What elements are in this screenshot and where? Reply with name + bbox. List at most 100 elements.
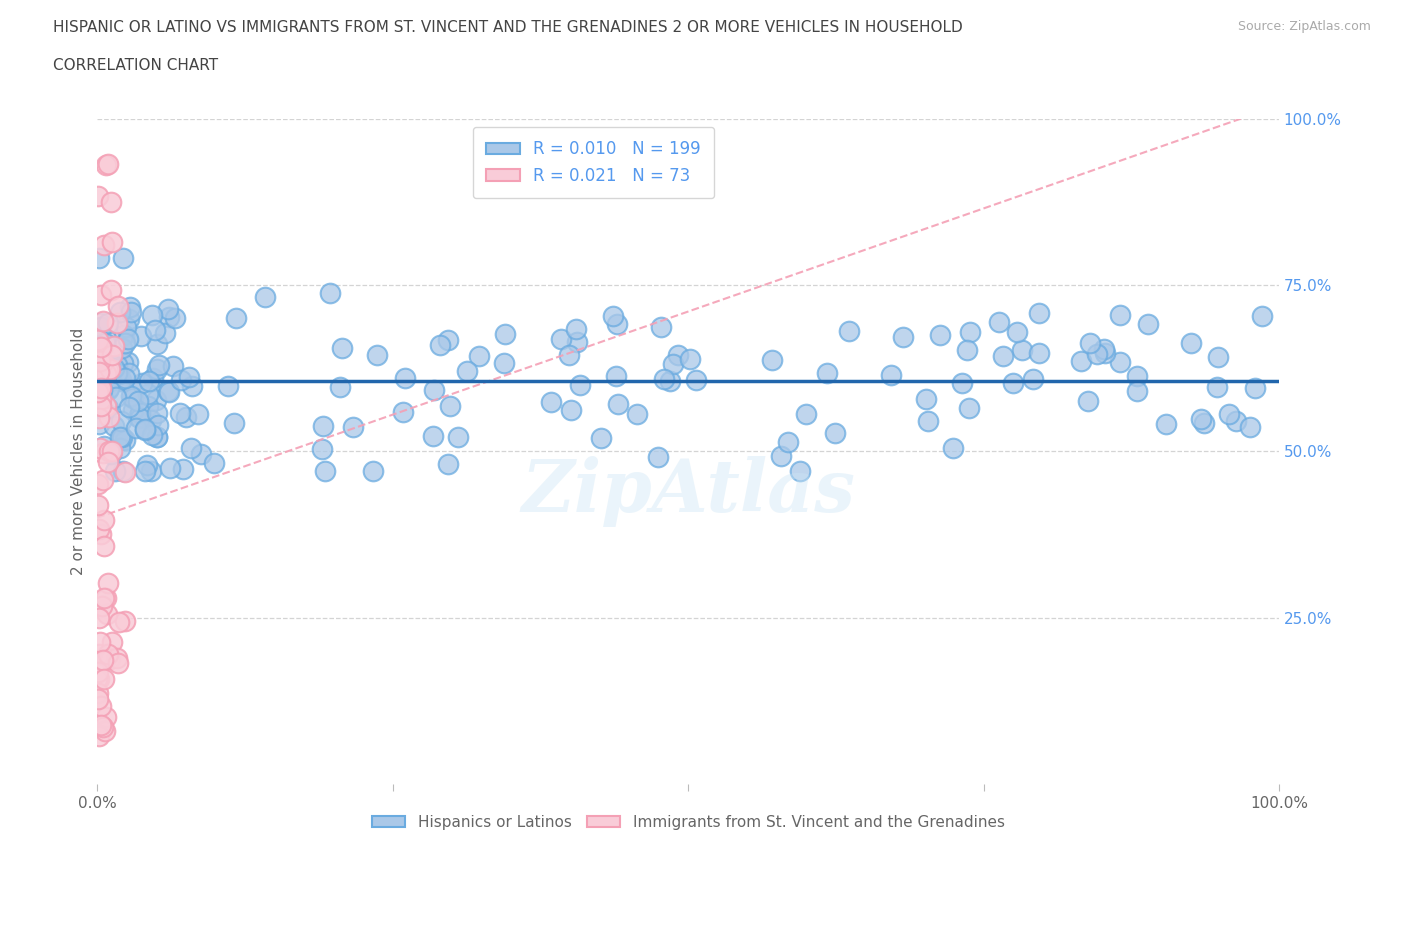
Point xyxy=(107,299,129,313)
Point xyxy=(1109,354,1132,369)
Point xyxy=(125,420,148,435)
Point xyxy=(650,319,672,334)
Point xyxy=(560,403,582,418)
Point xyxy=(87,417,110,432)
Point xyxy=(127,409,149,424)
Point xyxy=(437,457,460,472)
Point xyxy=(253,289,276,304)
Point xyxy=(110,414,132,429)
Point xyxy=(111,464,134,479)
Point xyxy=(156,301,179,316)
Point xyxy=(105,651,128,666)
Point xyxy=(145,322,167,337)
Point xyxy=(89,671,111,686)
Point xyxy=(134,422,156,437)
Point xyxy=(661,357,683,372)
Point xyxy=(86,685,108,700)
Point xyxy=(815,365,838,380)
Point xyxy=(100,444,122,458)
Point xyxy=(148,357,170,372)
Point xyxy=(1077,393,1099,408)
Text: Source: ZipAtlas.com: Source: ZipAtlas.com xyxy=(1237,20,1371,33)
Point xyxy=(87,692,110,707)
Point xyxy=(1078,336,1101,351)
Point xyxy=(93,438,115,453)
Point xyxy=(467,349,489,364)
Point xyxy=(89,287,111,302)
Point xyxy=(1005,325,1028,339)
Point xyxy=(136,399,159,414)
Point xyxy=(89,316,111,331)
Point xyxy=(89,634,111,649)
Point xyxy=(103,339,125,353)
Point xyxy=(1070,353,1092,368)
Point xyxy=(108,441,131,456)
Point xyxy=(776,434,799,449)
Point xyxy=(105,315,128,330)
Point xyxy=(98,444,121,458)
Point xyxy=(87,251,110,266)
Point xyxy=(111,341,134,356)
Point xyxy=(90,392,112,406)
Point xyxy=(311,418,333,433)
Point xyxy=(98,374,121,389)
Point xyxy=(90,383,112,398)
Point xyxy=(988,315,1011,330)
Point xyxy=(314,464,336,479)
Point xyxy=(94,591,117,605)
Point xyxy=(114,336,136,351)
Point xyxy=(117,331,139,346)
Point xyxy=(181,379,204,393)
Point xyxy=(96,650,118,665)
Point xyxy=(134,421,156,436)
Point xyxy=(169,373,191,388)
Point xyxy=(1028,305,1050,320)
Point xyxy=(991,349,1014,364)
Point xyxy=(97,363,120,378)
Point xyxy=(91,392,114,406)
Point xyxy=(97,315,120,330)
Point xyxy=(146,405,169,420)
Point xyxy=(112,327,135,342)
Point xyxy=(93,238,115,253)
Point xyxy=(880,367,903,382)
Point xyxy=(118,299,141,314)
Point xyxy=(157,384,180,399)
Text: HISPANIC OR LATINO VS IMMIGRANTS FROM ST. VINCENT AND THE GRENADINES 2 OR MORE V: HISPANIC OR LATINO VS IMMIGRANTS FROM ST… xyxy=(53,20,963,35)
Point xyxy=(602,309,624,324)
Point xyxy=(342,419,364,434)
Point xyxy=(145,362,167,377)
Point xyxy=(157,309,180,324)
Point xyxy=(128,411,150,426)
Point xyxy=(97,401,120,416)
Point xyxy=(136,387,159,402)
Point xyxy=(138,373,160,388)
Point xyxy=(87,376,110,391)
Point xyxy=(422,429,444,444)
Point xyxy=(121,403,143,418)
Point xyxy=(89,646,111,661)
Point xyxy=(222,416,245,431)
Point xyxy=(1189,412,1212,427)
Point xyxy=(319,286,342,300)
Point xyxy=(108,304,131,319)
Point xyxy=(565,334,588,349)
Point xyxy=(134,464,156,479)
Point xyxy=(366,348,388,363)
Point xyxy=(87,367,110,382)
Point xyxy=(91,599,114,614)
Point xyxy=(392,405,415,419)
Point xyxy=(1244,380,1267,395)
Point xyxy=(127,393,149,408)
Point xyxy=(87,189,110,204)
Point xyxy=(1205,379,1227,394)
Point xyxy=(117,354,139,369)
Point xyxy=(98,651,121,666)
Point xyxy=(141,412,163,427)
Point xyxy=(110,374,132,389)
Point xyxy=(187,406,209,421)
Point xyxy=(591,431,613,445)
Point xyxy=(97,455,120,470)
Point xyxy=(153,326,176,340)
Point xyxy=(436,333,458,348)
